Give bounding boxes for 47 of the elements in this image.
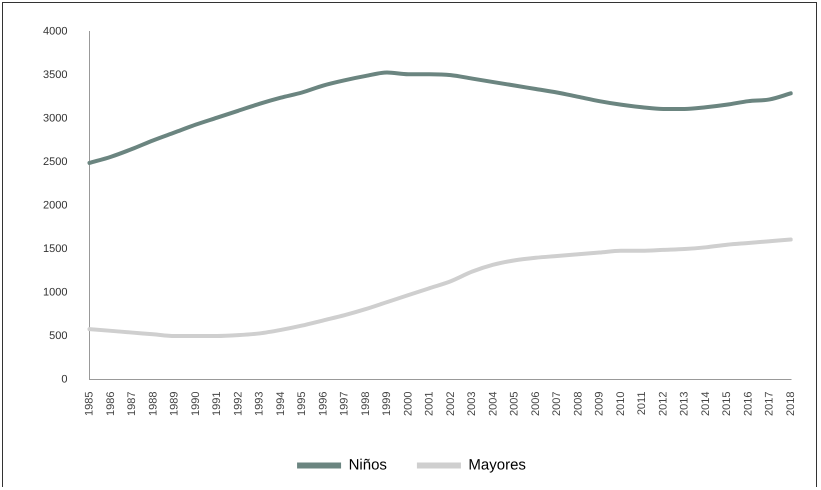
legend-label: Mayores: [468, 456, 526, 474]
y-tick-label: 3500: [42, 69, 68, 82]
x-tick-label: 2014: [700, 392, 712, 416]
x-tick-label: 2008: [572, 392, 584, 416]
y-tick-label: 4000: [42, 26, 68, 38]
y-tick-label: 0: [61, 374, 68, 386]
x-tick-label: 2005: [508, 392, 521, 416]
line-series: [87, 70, 793, 165]
x-tick-label: 2018: [784, 392, 797, 416]
x-tick-label: 1994: [274, 392, 287, 416]
x-tick-label: 1987: [126, 392, 138, 416]
x-tick-label: 2000: [402, 392, 414, 416]
legend-label: Niños: [348, 456, 387, 474]
x-tick-label: 1988: [147, 392, 160, 416]
y-tick-label: 2500: [42, 156, 68, 168]
x-tick-label: 2006: [530, 392, 542, 416]
y-tick-label: 1000: [42, 286, 68, 299]
x-tick-label: 1985: [84, 392, 96, 416]
x-tick-label: 2004: [487, 392, 500, 416]
y-tick-label: 3000: [42, 112, 68, 125]
x-tick-label: 2017: [764, 392, 776, 416]
x-tick-label: 2010: [614, 392, 627, 416]
y-tick-label: 2000: [42, 200, 68, 212]
x-tick-label: 2002: [444, 392, 457, 416]
x-tick-label: 2007: [551, 392, 564, 416]
x-tick-label: 1990: [190, 392, 202, 416]
x-tick-label: 1993: [254, 392, 266, 416]
y-tick-label: 500: [49, 330, 68, 342]
x-tick-label: 2016: [742, 392, 754, 416]
line-series: [87, 237, 793, 338]
x-tick-label: 1986: [104, 392, 117, 416]
x-tick-label: 2011: [636, 392, 648, 416]
x-tick-label: 2003: [466, 392, 478, 416]
x-tick-label: 1989: [168, 392, 181, 416]
x-tick-label: 1991: [211, 392, 224, 416]
x-tick-label: 1999: [381, 392, 394, 416]
x-tick-label: 1997: [338, 392, 351, 416]
x-tick-label: 1996: [317, 392, 330, 416]
x-tick-label: 2009: [594, 392, 606, 416]
x-tick-label: 1992: [232, 392, 244, 416]
x-tick-label: 2013: [678, 392, 691, 416]
y-tick-label: 1500: [42, 243, 68, 256]
x-tick-label: 1995: [296, 392, 308, 416]
x-tick-label: 2015: [721, 392, 734, 416]
x-tick-label: 1998: [360, 392, 372, 416]
x-tick-label: 2012: [657, 392, 670, 416]
x-tick-label: 2001: [424, 392, 436, 416]
